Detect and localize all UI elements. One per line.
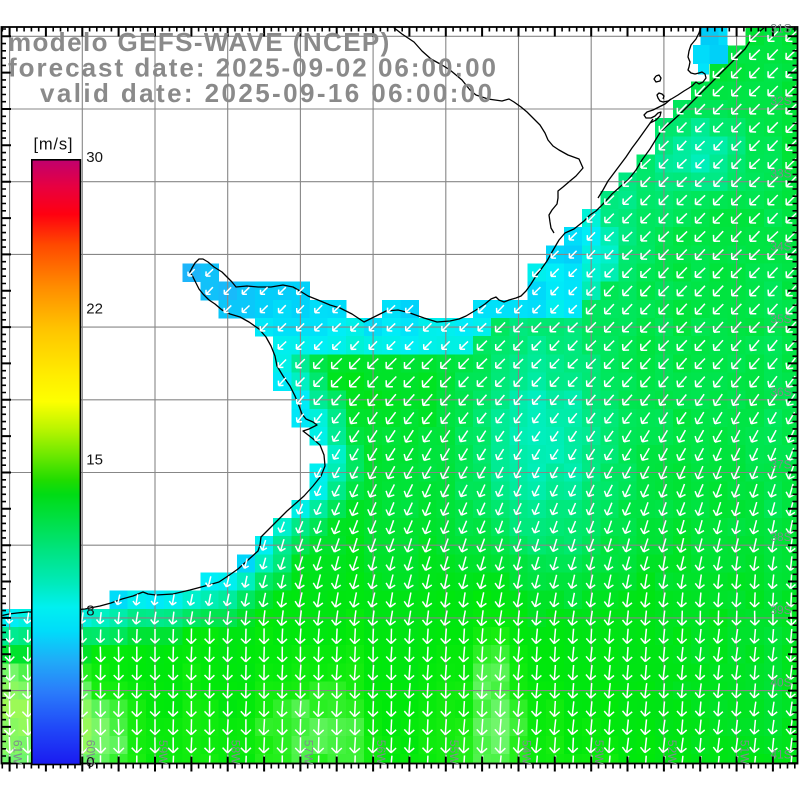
svg-text:33S: 33S: [770, 167, 791, 181]
svg-text:0: 0: [86, 754, 94, 771]
svg-text:37S: 37S: [770, 458, 791, 472]
svg-text:22: 22: [86, 300, 103, 317]
svg-text:modelo GEFS-WAVE (NCEP): modelo GEFS-WAVE (NCEP): [8, 27, 391, 57]
svg-text:35S: 35S: [770, 312, 791, 326]
svg-text:forecast date: 2025-09-02 06:0: forecast date: 2025-09-02 06:00:00: [8, 53, 498, 83]
svg-text:56W: 56W: [374, 740, 388, 765]
svg-text:51W: 51W: [738, 740, 752, 765]
svg-text:15: 15: [86, 452, 103, 469]
svg-text:39S: 39S: [770, 603, 791, 617]
svg-text:59W: 59W: [156, 740, 170, 765]
svg-text:57W: 57W: [301, 740, 315, 765]
svg-text:31S: 31S: [770, 21, 791, 35]
svg-text:[m/s]: [m/s]: [34, 136, 74, 154]
svg-text:valid date: 2025-09-16 06:00:0: valid date: 2025-09-16 06:00:00: [40, 78, 495, 108]
svg-text:58W: 58W: [229, 740, 243, 765]
svg-text:36S: 36S: [770, 385, 791, 399]
svg-text:8: 8: [86, 603, 94, 620]
svg-text:55W: 55W: [447, 740, 461, 765]
svg-text:53W: 53W: [592, 740, 606, 765]
svg-text:34S: 34S: [770, 239, 791, 253]
svg-text:32S: 32S: [770, 94, 791, 108]
svg-text:38S: 38S: [770, 530, 791, 544]
svg-text:30: 30: [86, 149, 103, 166]
svg-text:60W: 60W: [83, 740, 97, 765]
svg-text:54W: 54W: [520, 740, 534, 765]
svg-text:52W: 52W: [665, 740, 679, 765]
svg-text:41S: 41S: [770, 748, 791, 762]
svg-text:61W: 61W: [11, 740, 25, 765]
svg-text:40S: 40S: [770, 676, 791, 690]
